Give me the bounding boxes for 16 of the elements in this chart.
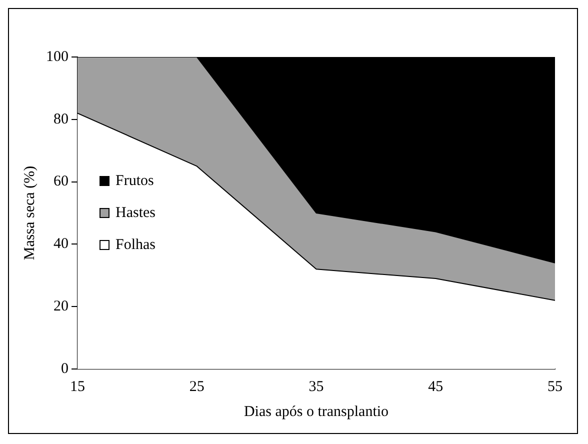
x-tick-label: 35 xyxy=(308,378,324,395)
y-tick-label: 60 xyxy=(54,174,68,190)
legend-label: Hastes xyxy=(116,204,156,221)
x-tick-label: 15 xyxy=(70,378,85,395)
y-tick-label: 80 xyxy=(54,111,68,128)
x-tick-label: 45 xyxy=(428,378,444,395)
y-tick-label: 40 xyxy=(54,236,68,252)
y-axis-title: Massa seca (%) xyxy=(22,166,38,260)
y-tick-label: 100 xyxy=(46,48,68,65)
legend-label: Frutos xyxy=(116,172,154,189)
x-tick-label: 55 xyxy=(548,378,562,395)
legend-label: Folhas xyxy=(116,236,156,253)
x-axis-title: Dias após o transplantio xyxy=(244,404,389,420)
y-tick-label: 20 xyxy=(54,298,68,315)
x-tick-label: 25 xyxy=(189,378,204,395)
y-tick-label: 0 xyxy=(61,360,68,377)
